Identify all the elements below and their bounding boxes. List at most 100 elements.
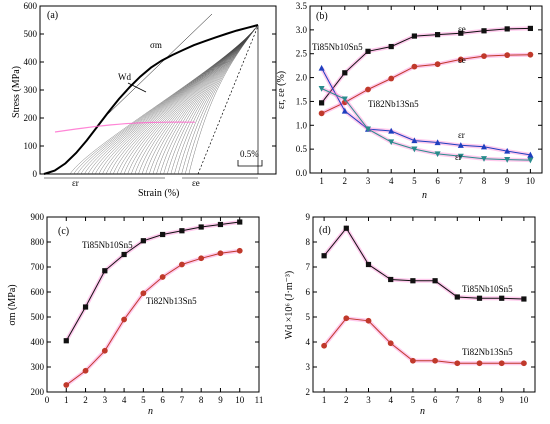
x-tick-label: 10 <box>526 176 536 186</box>
hysteresis-loops <box>69 24 259 175</box>
x-tick-label: 5 <box>411 395 416 405</box>
scale-bar-label: 0.5% <box>240 149 259 159</box>
y-tick-label: 1.0 <box>296 120 308 130</box>
panel-a-label: (a) <box>47 10 58 21</box>
data-point <box>481 156 487 162</box>
y-tick-label: 0.5 <box>296 144 308 154</box>
data-point <box>82 367 89 374</box>
panel-d-wd-vs-n: (d) 2 3 4 5 6 7 8 9 1 2 3 4 5 6 7 8 9 10 Ti85Nb10Sn5 Ti82… <box>284 212 536 417</box>
data-point <box>341 107 348 114</box>
data-point <box>318 64 325 71</box>
panel-b-strain-vs-n: (b) 0.00.51.01.52.02.53.03.51 2 3 4 5 6 7 8 9 10 … <box>276 1 543 201</box>
y-tick-label: 4 <box>306 337 311 347</box>
data-point <box>179 261 185 268</box>
data-point <box>410 278 416 284</box>
wd-pointer <box>127 82 147 93</box>
data-point <box>63 338 69 344</box>
x-tick-label: 4 <box>122 395 127 405</box>
unloading-curve <box>87 24 259 175</box>
y-tick-label: 3.5 <box>296 1 308 11</box>
y-tick-label: 200 <box>24 113 38 123</box>
data-point <box>140 290 147 297</box>
unloading-curve <box>102 24 259 175</box>
data-point <box>101 347 108 354</box>
data-point <box>504 147 511 154</box>
data-point <box>527 157 534 164</box>
data-point <box>411 137 418 144</box>
panel-c-frame <box>46 216 260 393</box>
panel-b-eps-r-top: εr <box>458 130 465 140</box>
slope-guide-line <box>107 13 213 115</box>
data-point <box>365 48 371 54</box>
data-point <box>411 33 417 39</box>
data-point <box>198 255 205 262</box>
y-tick-label: 900 <box>31 212 45 222</box>
series-line <box>321 27 531 104</box>
x-tick-label: 7 <box>455 395 460 405</box>
data-point <box>432 278 438 284</box>
y-tick-label: 8 <box>306 237 311 247</box>
data-point <box>387 340 394 347</box>
y-tick-label: 2 <box>306 387 311 397</box>
series-line <box>65 221 240 342</box>
data-point <box>198 224 204 230</box>
data-point <box>341 96 348 103</box>
data-point <box>432 357 438 364</box>
panel-c-x-label: n <box>148 406 153 417</box>
panel-c-label: (c) <box>58 226 69 237</box>
data-point <box>527 151 534 158</box>
data-point <box>504 52 511 59</box>
data-point <box>365 86 371 93</box>
data-point <box>388 276 394 283</box>
panel-b-alloy2-label: Ti82Nb13Sn5 <box>368 99 419 109</box>
data-point <box>237 219 243 225</box>
x-tick-label: 1 <box>319 176 324 186</box>
data-point <box>236 247 243 254</box>
sigma-m-annotation: σm <box>150 40 162 50</box>
y-tick-label: 100 <box>24 141 38 151</box>
x-tick-label: 10 <box>235 395 245 405</box>
data-point <box>410 357 416 364</box>
unloading-curve <box>77 24 259 175</box>
unloading-curve <box>105 24 259 175</box>
panel-c-alloy2-label: Ti82Nb13Sn5 <box>146 296 197 306</box>
elastic-modulus-line <box>197 25 259 175</box>
data-point <box>434 61 441 68</box>
series-line <box>323 317 524 364</box>
panel-c-sigma-vs-n: (c) 200 300 400 500 600 700 800 900 0 1 2 3 4 5 6 7 8 9 10… <box>7 212 263 417</box>
y-tick-label: 2.5 <box>296 49 308 59</box>
series-line <box>321 54 531 114</box>
eps-e-annotation: εe <box>192 178 200 188</box>
x-tick-label: 11 <box>255 395 264 405</box>
data-point <box>365 126 371 133</box>
y-tick-label: 9 <box>306 212 311 222</box>
y-tick-label: 200 <box>31 387 45 397</box>
loading-curve <box>43 24 259 175</box>
data-point <box>527 51 534 58</box>
panel-b-x-label: n <box>422 190 427 201</box>
data-point <box>160 231 166 238</box>
data-point <box>343 225 349 231</box>
scale-bar <box>237 160 263 167</box>
x-tick-label: 8 <box>477 395 482 405</box>
data-point <box>343 315 350 322</box>
data-point <box>457 56 464 63</box>
y-tick-label: 2.0 <box>296 73 308 83</box>
panel-d-frame <box>312 216 536 393</box>
data-point <box>521 360 527 367</box>
y-tick-label: 400 <box>31 337 45 347</box>
y-tick-label: 3 <box>306 362 311 372</box>
data-point <box>504 26 510 32</box>
x-tick-label: 3 <box>366 176 371 186</box>
data-point <box>457 142 464 148</box>
data-point <box>388 75 395 82</box>
panel-c-alloy1-label: Ti85Nb10Sn5 <box>82 240 133 250</box>
data-point <box>217 221 224 228</box>
data-point <box>521 296 527 302</box>
y-tick-label: 0 <box>33 169 38 179</box>
x-tick-label: 2 <box>83 395 88 405</box>
data-point <box>121 251 127 258</box>
data-point <box>318 85 325 92</box>
x-tick-label: 6 <box>433 395 438 405</box>
